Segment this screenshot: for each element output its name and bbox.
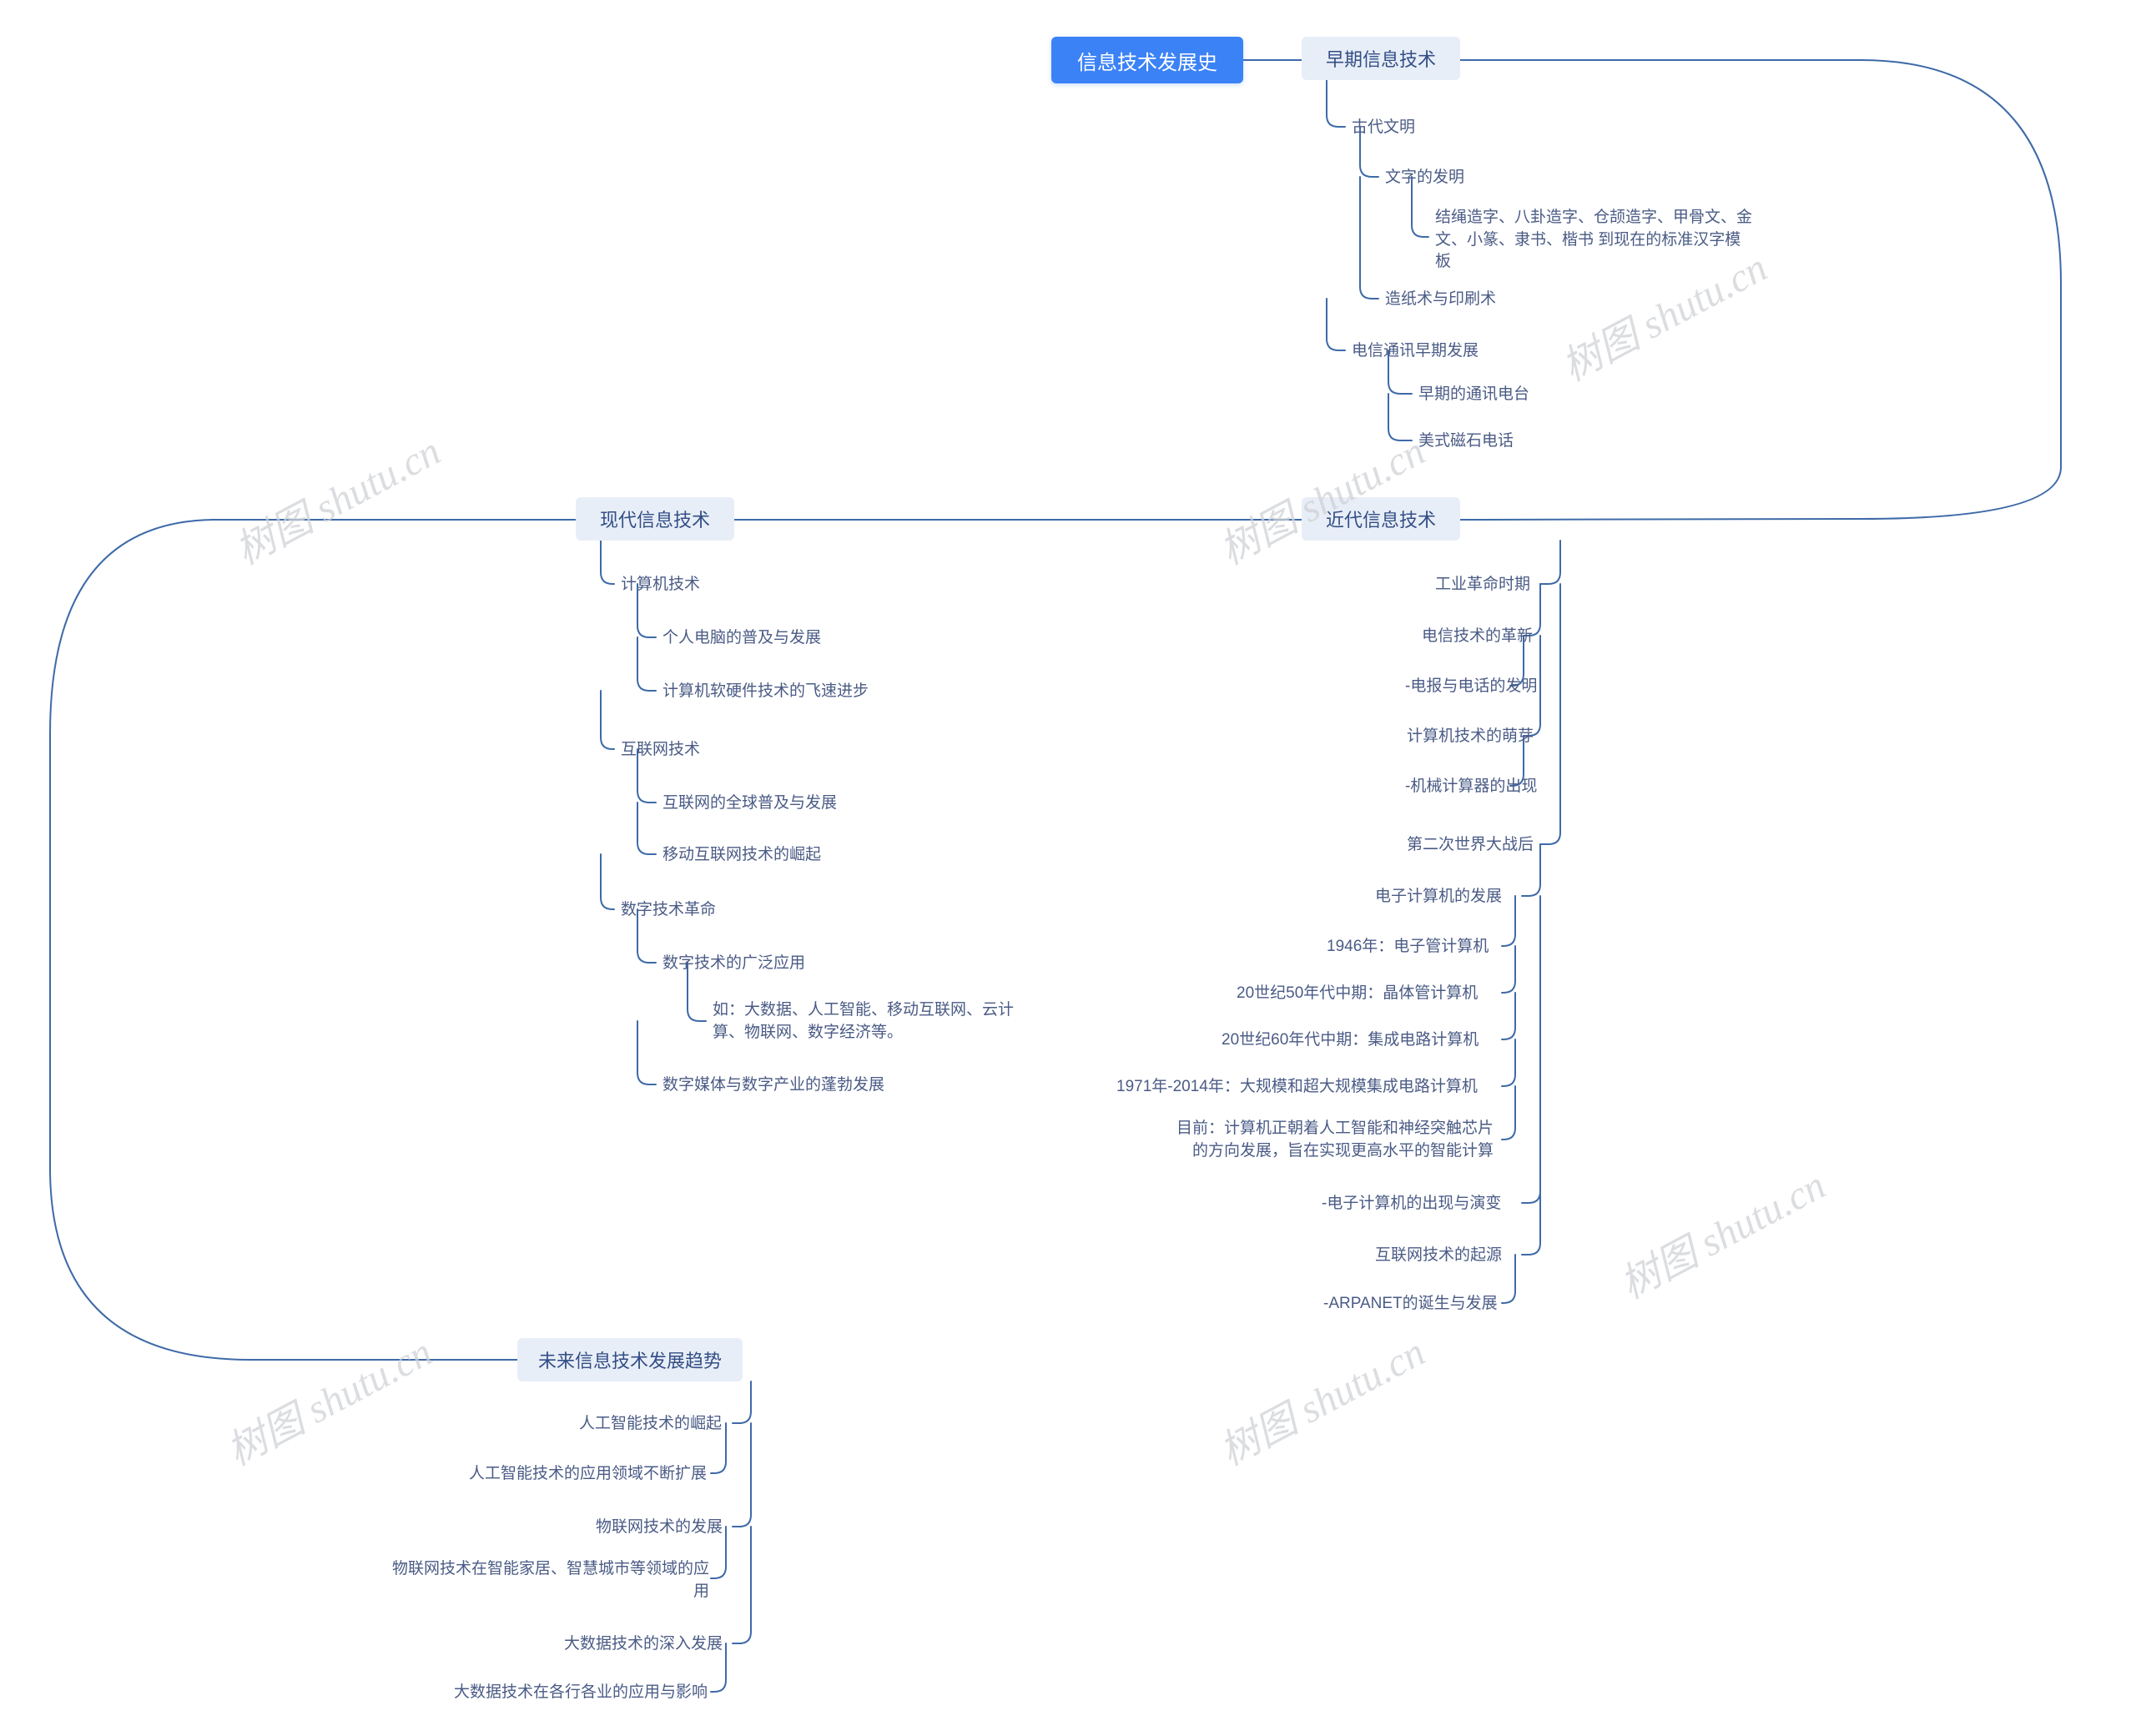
leaf-node-s3a2: 计算机软硬件技术的飞速进步: [662, 681, 869, 703]
leaf-node-s3b2: 移动互联网技术的崛起: [662, 844, 821, 867]
leaf-node-s3c: 数字技术革命: [621, 899, 716, 922]
leaf-node-s4a: 人工智能技术的崛起: [579, 1413, 722, 1436]
leaf-node-s2a: 工业革命时期: [1435, 574, 1530, 596]
section-node-s3[interactable]: 现代信息技术: [576, 497, 734, 541]
leaf-node-s2b2: -电子计算机的出现与演变: [1322, 1193, 1501, 1215]
leaf-node-s3a: 计算机技术: [621, 574, 700, 596]
section-node-s2[interactable]: 近代信息技术: [1302, 497, 1460, 541]
watermark: 树图 shutu.cn: [1608, 1153, 1834, 1310]
leaf-node-s2a1: 电信技术的革新: [1422, 626, 1533, 648]
leaf-node-s3c1: 数字技术的广泛应用: [662, 953, 805, 975]
leaf-node-s2b1c: 20世纪60年代中期：集成电路计算机: [1222, 1029, 1479, 1052]
leaf-node-s2b3: 互联网技术的起源: [1375, 1245, 1502, 1267]
leaf-node-s2b3a: -ARPANET的诞生与发展: [1323, 1293, 1498, 1316]
leaf-node-s1b1: 结绳造字、八卦造字、仓颉造字、甲骨文、金文、小篆、隶书、楷书 到现在的标准汉字模…: [1435, 207, 1752, 274]
root-node-root[interactable]: 信息技术发展史: [1051, 37, 1243, 83]
section-node-s1[interactable]: 早期信息技术: [1302, 37, 1460, 80]
leaf-node-s3a1: 个人电脑的普及与发展: [662, 627, 821, 650]
watermark: 树图 shutu.cn: [214, 1320, 441, 1477]
leaf-node-s3c2: 数字媒体与数字产业的蓬勃发展: [662, 1074, 884, 1097]
leaf-node-s1b: 文字的发明: [1385, 167, 1464, 189]
leaf-node-s4c1: 大数据技术在各行各业的应用与影响: [454, 1682, 708, 1704]
leaf-node-s3c1a: 如：大数据、人工智能、移动互联网、云计算、物联网、数字经济等。: [713, 999, 1030, 1044]
leaf-node-s1a: 古代文明: [1352, 117, 1415, 139]
leaf-node-s4a1: 人工智能技术的应用领域不断扩展: [469, 1463, 707, 1486]
leaf-node-s1c: 造纸术与印刷术: [1385, 289, 1496, 311]
leaf-node-s4b: 物联网技术的发展: [596, 1517, 723, 1539]
leaf-node-s1d2: 美式磁石电话: [1418, 430, 1514, 453]
leaf-node-s2b1b: 20世纪50年代中期：晶体管计算机: [1237, 983, 1478, 1005]
section-node-s4[interactable]: 未来信息技术发展趋势: [517, 1338, 743, 1381]
leaf-node-s2b1a: 1946年：电子管计算机: [1327, 936, 1489, 959]
leaf-node-s4b1: 物联网技术在智能家居、智慧城市等领域的应用: [392, 1558, 709, 1603]
leaf-node-s4c: 大数据技术的深入发展: [564, 1633, 723, 1656]
leaf-node-s2b1: 电子计算机的发展: [1375, 886, 1502, 908]
leaf-node-s2a2a: -机械计算器的出现: [1405, 776, 1537, 798]
leaf-node-s2b1d: 1971年-2014年：大规模和超大规模集成电路计算机: [1116, 1076, 1478, 1099]
connector-layer: [0, 0, 2136, 1736]
leaf-node-s2b1e: 目前：计算机正朝着人工智能和神经突触芯片的方向发展，旨在实现更高水平的智能计算: [1176, 1118, 1494, 1162]
leaf-node-s3b: 互联网技术: [621, 739, 700, 762]
watermark: 树图 shutu.cn: [223, 419, 449, 576]
leaf-node-s1d1: 早期的通讯电台: [1418, 384, 1529, 406]
mindmap-stage: 信息技术发展史 早期信息技术古代文明文字的发明结绳造字、八卦造字、仓颉造字、甲骨文…: [0, 0, 2136, 1736]
leaf-node-s2b: 第二次世界大战后: [1407, 834, 1534, 857]
watermark: 树图 shutu.cn: [1207, 1320, 1433, 1477]
leaf-node-s2a1a: -电报与电话的发明: [1405, 676, 1537, 698]
leaf-node-s3b1: 互联网的全球普及与发展: [662, 793, 837, 815]
leaf-node-s2a2: 计算机技术的萌芽: [1407, 726, 1534, 748]
leaf-node-s1d: 电信通讯早期发展: [1352, 340, 1479, 363]
